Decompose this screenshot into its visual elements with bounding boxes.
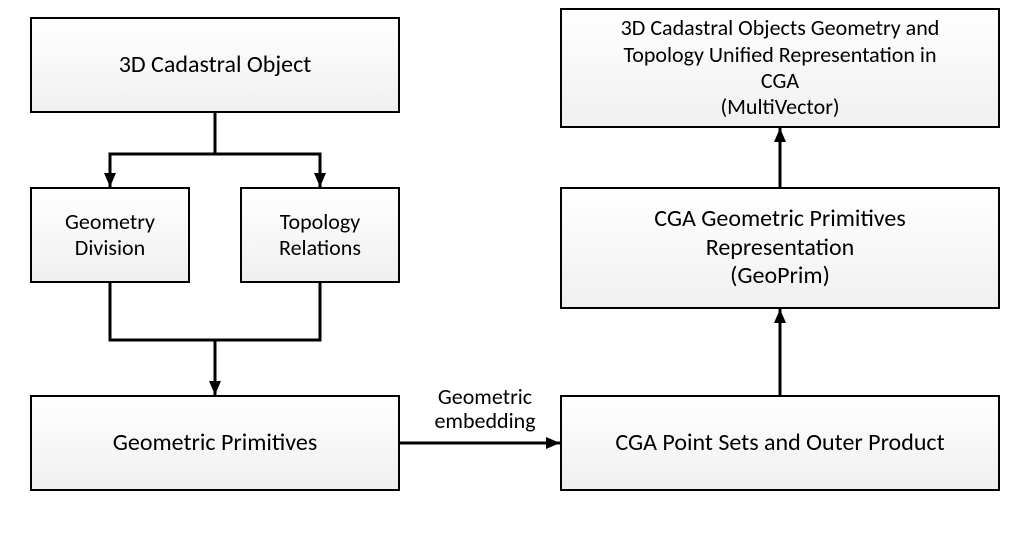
node-label: GeometryDivision xyxy=(65,209,155,262)
node-label: CGA Geometric PrimitivesRepresentation(G… xyxy=(654,205,906,291)
node-label: TopologyRelations xyxy=(279,209,361,262)
node-cadastral-object: 3D Cadastral Object xyxy=(30,17,400,113)
edge-label-text: Geometricembedding xyxy=(434,383,535,434)
node-label: 3D Cadastral Object xyxy=(119,51,312,80)
node-geometry-division: GeometryDivision xyxy=(30,187,190,283)
edge-label-geometric-embedding: Geometricembedding xyxy=(410,385,560,433)
node-label: 3D Cadastral Objects Geometry andTopolog… xyxy=(621,15,940,121)
node-label: CGA Point Sets and Outer Product xyxy=(615,429,944,458)
node-cga-point-sets: CGA Point Sets and Outer Product xyxy=(560,395,1000,491)
node-label: Geometric Primitives xyxy=(113,429,317,458)
node-cga-geoprim: CGA Geometric PrimitivesRepresentation(G… xyxy=(560,187,1000,309)
node-cga-multivector: 3D Cadastral Objects Geometry andTopolog… xyxy=(560,8,1000,128)
node-geometric-primitives: Geometric Primitives xyxy=(30,395,400,491)
node-topology-relations: TopologyRelations xyxy=(240,187,400,283)
